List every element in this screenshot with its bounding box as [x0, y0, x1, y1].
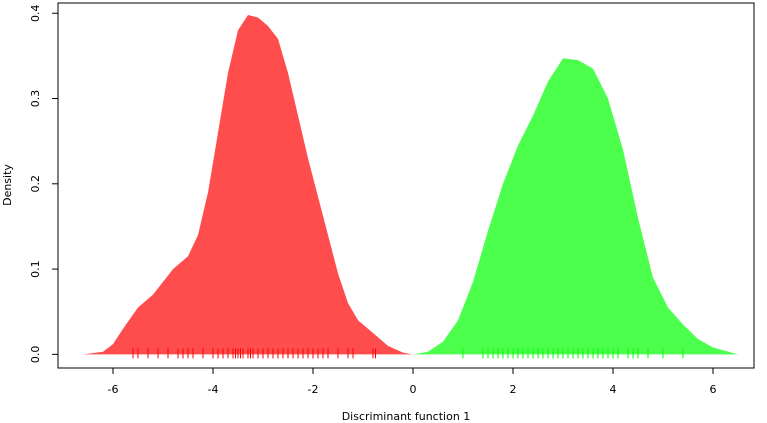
y-tick-label: 0.3 — [29, 90, 42, 108]
y-tick-label: 0.1 — [29, 260, 42, 278]
density-area — [413, 58, 738, 355]
density-area — [83, 14, 413, 355]
y-tick-label: 0.2 — [29, 175, 42, 193]
plot-box — [57, 2, 755, 369]
x-tick-label: 0 — [410, 383, 417, 396]
x-tick-label: 2 — [510, 383, 517, 396]
x-tick-label: 6 — [710, 383, 717, 396]
x-tick-label: -6 — [108, 383, 119, 396]
y-tick-label: 0.0 — [29, 346, 42, 364]
x-tick-label: 4 — [610, 383, 617, 396]
y-tick-label: 0.4 — [29, 4, 42, 22]
y-axis-label: Density — [1, 164, 14, 206]
x-axis-label: Discriminant function 1 — [342, 410, 471, 423]
x-tick-label: -2 — [308, 383, 319, 396]
x-tick-label: -4 — [208, 383, 219, 396]
